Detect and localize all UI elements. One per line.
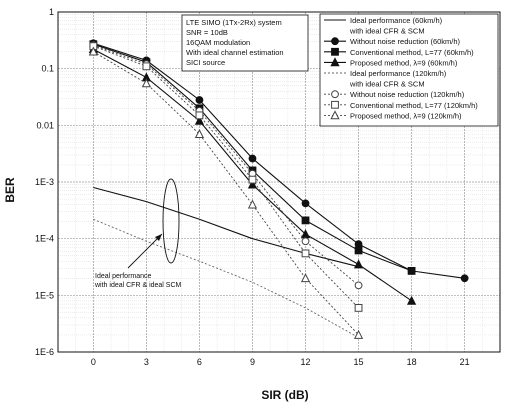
series-0 [93,186,359,268]
series-line [93,51,359,336]
legend-entry: with ideal CFR & SCM [349,80,425,89]
data-point [195,96,204,104]
legend-entry: Conventional method, L=77 (60km/h) [324,48,474,57]
legend-label: Proposed method, λ=9 (120km/h) [350,111,462,120]
info-box-line: 16QAM modulation [186,38,250,47]
legend-entry: Proposed method, λ=9 (120km/h) [324,110,462,120]
data-point [407,266,416,275]
x-axis-label: SIR (dB) [261,388,308,402]
x-tick-label: 15 [354,357,364,367]
y-tick-label: 1E-4 [35,234,54,244]
legend-label: Without noise reduction (120km/h) [350,90,465,99]
x-tick-label: 6 [197,357,202,367]
data-point [460,274,469,283]
legend-label: with ideal CFR & SCM [349,27,425,36]
legend-swatch-marker [331,100,339,109]
y-tick-label: 0.01 [36,120,54,130]
legend-entry: Conventional method, L=77 (120km/h) [324,101,478,110]
plot-frame [57,11,501,353]
series-line [93,45,359,309]
tick-labels: 0 3 6 9 12 15 18 21 1 0.1 0.01 1E-3 1E-4 1E-5 1E-6 [35,7,470,367]
x-tick-label: 12 [301,357,311,367]
info-box-line: LTE SIMO (1Tx-2Rx) system [186,18,282,27]
legend-entry: Proposed method, λ=9 (60km/h) [324,57,458,67]
legend-label: with ideal CFR & SCM [349,80,425,89]
data-point [301,237,310,246]
series-4 [93,218,359,338]
data-point [406,295,417,305]
data-point [194,115,205,125]
data-point [301,249,310,258]
legend-entry: with ideal CFR & SCM [349,27,425,36]
series-line [93,186,359,268]
legend-label: Ideal performance (60km/h) [350,16,443,25]
info-box-line: With ideal channel estimation [186,48,284,57]
series-7 [88,46,364,339]
data-point [88,46,98,56]
x-tick-label: 18 [407,357,417,367]
series-6 [89,42,363,312]
legend-swatch-marker [331,90,339,99]
annotation-ellipse [162,178,180,264]
legend-frame [319,13,499,127]
legend-swatch-marker [331,37,339,46]
x-tick-label: 3 [144,357,149,367]
data-point [354,304,363,312]
series-layer [88,39,469,339]
legend-swatch-marker [330,110,340,120]
x-tick-label: 21 [460,357,470,367]
x-tick-label: 9 [250,357,255,367]
data-point [301,199,310,208]
info-box-line: SNR = 10dB [186,28,228,37]
annotation-text: with ideal CFR & ideal SCM [94,282,182,289]
series-3 [88,44,417,305]
legend-label: Conventional method, L=77 (120km/h) [350,101,478,110]
legend-entry: Ideal performance (60km/h) [324,16,443,25]
legend-label: Ideal performance (120km/h) [350,69,447,78]
data-point [194,129,205,139]
y-tick-label: 1 [49,7,54,17]
y-axis-label: BER [3,177,17,203]
x-tick-label: 0 [91,357,96,367]
data-point [248,175,257,184]
legend-entry: Ideal performance (120km/h) [324,69,447,78]
y-tick-label: 1E-5 [35,290,54,300]
data-point [301,216,310,225]
series-line [93,218,359,338]
legend-label: Without noise reduction (60km/h) [350,37,461,46]
legend-swatch-marker [331,47,339,56]
data-point [353,329,364,339]
annotation-arrowhead [155,234,162,241]
legend-swatch-marker [330,57,340,67]
data-point [354,246,363,255]
data-point [142,62,151,71]
data-point [248,154,257,163]
legend-entry: Without noise reduction (120km/h) [324,90,465,99]
info-box-line: SICI source [186,58,225,67]
legend: Ideal performance (60km/h) with ideal CFR… [319,13,499,127]
data-point [247,179,258,189]
y-tick-label: 1E-6 [35,347,54,357]
data-point [195,111,204,120]
data-point [354,281,363,290]
info-box-frame [181,14,309,72]
legend-label: Conventional method, L=77 (60km/h) [350,48,474,57]
data-point [300,273,311,283]
annotation-text: Ideal performance [95,273,152,280]
y-tick-label: 0.1 [41,64,54,74]
data-point [247,199,258,209]
series-line [93,42,465,279]
legend-entry: Without noise reduction (60km/h) [324,37,461,46]
series-line [93,44,359,286]
annotation-arrow [127,233,163,269]
series-1 [89,39,469,283]
legend-label: Proposed method, λ=9 (60km/h) [350,58,458,67]
data-point [353,259,364,269]
data-point [141,78,152,88]
y-tick-label: 1E-3 [35,177,54,187]
annotation: Ideal performance with ideal CFR & ideal … [94,178,182,289]
